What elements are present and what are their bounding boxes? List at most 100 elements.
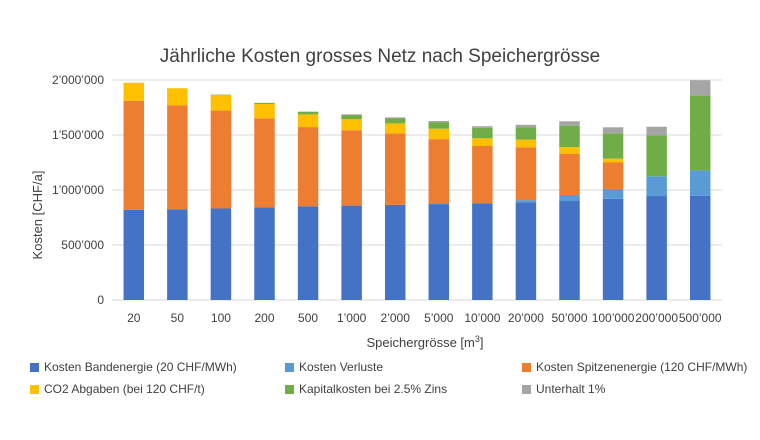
x-tick-label: 10’000 — [464, 311, 500, 325]
bar-segment-6 — [384, 117, 406, 119]
x-tick-label: 20’000 — [508, 311, 544, 325]
bar-segment-5 — [210, 94, 232, 96]
bar-segment-5 — [254, 102, 275, 104]
legend-item: Kosten Verluste — [285, 360, 383, 374]
x-tick-label: 50 — [171, 311, 185, 325]
bar-segment-6 — [646, 126, 667, 136]
bar-segment-1 — [123, 209, 145, 300]
bar-segment-3 — [254, 118, 275, 208]
bar-segment-3 — [167, 105, 188, 210]
x-tick-label: 5’000 — [424, 311, 454, 325]
legend-item: Kosten Spitzenenergie (120 CHF/MWh) — [522, 360, 747, 374]
legend-label: Kosten Bandenergie (20 CHF/MWh) — [44, 360, 237, 374]
bar-segment-1 — [559, 201, 580, 300]
bar-segment-4 — [123, 82, 145, 101]
legend-swatch — [30, 362, 39, 372]
bar-segment-1 — [689, 195, 711, 300]
bar-segment-6 — [341, 114, 362, 115]
bar-segment-1 — [472, 203, 493, 300]
bar-segment-1 — [384, 204, 406, 300]
bar-segment-5 — [515, 127, 537, 140]
x-tick-label: 500 — [298, 311, 318, 325]
legend: Kosten Bandenergie (20 CHF/MWh) Kosten Ve… — [30, 360, 750, 420]
grid-lines — [112, 79, 722, 301]
bar-segment-4 — [167, 88, 188, 106]
bar-segment-5 — [472, 127, 493, 139]
bar-segment-4 — [341, 119, 362, 131]
bars — [123, 80, 711, 300]
x-tick-label: 100 — [211, 311, 231, 325]
legend-label: Kosten Spitzenenergie (120 CHF/MWh) — [536, 360, 748, 374]
bar-segment-3 — [472, 146, 493, 204]
bar-segment-4 — [254, 103, 275, 119]
bar-segment-3 — [123, 100, 145, 210]
bar-segment-1 — [341, 205, 362, 300]
y-tick-label: 1’000’000 — [52, 183, 104, 197]
bar-segment-2 — [602, 188, 624, 199]
bar-segment-6 — [602, 127, 624, 134]
x-tick-label: 50’000 — [551, 311, 587, 325]
x-tick-label: 200 — [254, 311, 274, 325]
bar-segment-1 — [210, 208, 232, 300]
bar-segment-1 — [428, 204, 450, 300]
x-tick-label: 20 — [127, 311, 141, 325]
bar-segment-1 — [167, 209, 188, 300]
x-axis-label: Speichergrösse [m3] — [366, 334, 483, 350]
bar-segment-4 — [428, 128, 450, 140]
bar-segment-1 — [254, 207, 275, 300]
legend-swatch — [285, 362, 294, 372]
bar-segment-4 — [559, 147, 580, 154]
y-tick-label: 2’000’000 — [52, 73, 104, 87]
x-tick-label: 2’000 — [381, 311, 411, 325]
bar-segment-3 — [341, 130, 362, 206]
bar-segment-3 — [602, 162, 624, 189]
y-axis-label: Kosten [CHF/a] — [30, 171, 45, 260]
y-tick-label: 500’000 — [61, 238, 104, 252]
bar-segment-5 — [341, 114, 362, 120]
bar-segment-4 — [210, 95, 232, 111]
bar-segment-6 — [515, 124, 537, 128]
legend-swatch — [30, 384, 39, 394]
x-tick-label: 500’000 — [679, 311, 722, 325]
bar-segment-6 — [472, 126, 493, 128]
bar-segment-5 — [559, 125, 580, 148]
bar-segment-3 — [384, 133, 406, 205]
bar-segment-5 — [428, 122, 450, 129]
x-axis-label-main: Speichergrösse [m — [366, 335, 474, 350]
bar-segment-2 — [646, 176, 667, 197]
bar-segment-6 — [428, 121, 450, 123]
bar-segment-3 — [515, 147, 537, 201]
legend-swatch — [522, 362, 531, 372]
legend-label: Kapitalkosten bei 2.5% Zins — [299, 382, 448, 396]
bar-segment-1 — [602, 198, 624, 300]
bar-segment-1 — [646, 196, 667, 300]
bar-segment-4 — [472, 138, 493, 146]
bar-segment-4 — [297, 114, 319, 128]
bar-segment-5 — [689, 95, 711, 171]
bar-segment-1 — [297, 206, 319, 300]
bar-segment-6 — [559, 121, 580, 126]
bar-segment-1 — [515, 202, 537, 300]
legend-label: Kosten Verluste — [299, 360, 384, 374]
bar-segment-4 — [602, 158, 624, 163]
x-tick-label: 100’000 — [592, 311, 635, 325]
y-tick-label: 0 — [97, 293, 104, 307]
bar-segment-5 — [297, 111, 319, 115]
bar-segment-5 — [602, 133, 624, 159]
bar-segment-6 — [689, 80, 711, 96]
y-tick-labels: 0 500’000 1’000’000 1’500’000 2’000’000 — [52, 73, 104, 307]
x-tick-label: 200’000 — [635, 311, 678, 325]
legend-item: Kapitalkosten bei 2.5% Zins — [285, 382, 447, 396]
x-axis-label-sup: 3 — [475, 334, 480, 344]
bar-segment-3 — [428, 139, 450, 205]
legend-item: Unterhalt 1% — [522, 382, 605, 396]
x-tick-labels: 20 50 100 200 500 1’000 2’000 5’000 10’000 20’000… — [127, 311, 722, 325]
bar-segment-3 — [559, 153, 580, 195]
legend-item: Kosten Bandenergie (20 CHF/MWh) — [30, 360, 237, 374]
bar-segment-5 — [646, 135, 667, 177]
x-tick-label: 1’000 — [337, 311, 367, 325]
bar-segment-2 — [689, 170, 711, 196]
y-tick-label: 1’500’000 — [52, 128, 104, 142]
bar-segment-3 — [297, 127, 319, 207]
